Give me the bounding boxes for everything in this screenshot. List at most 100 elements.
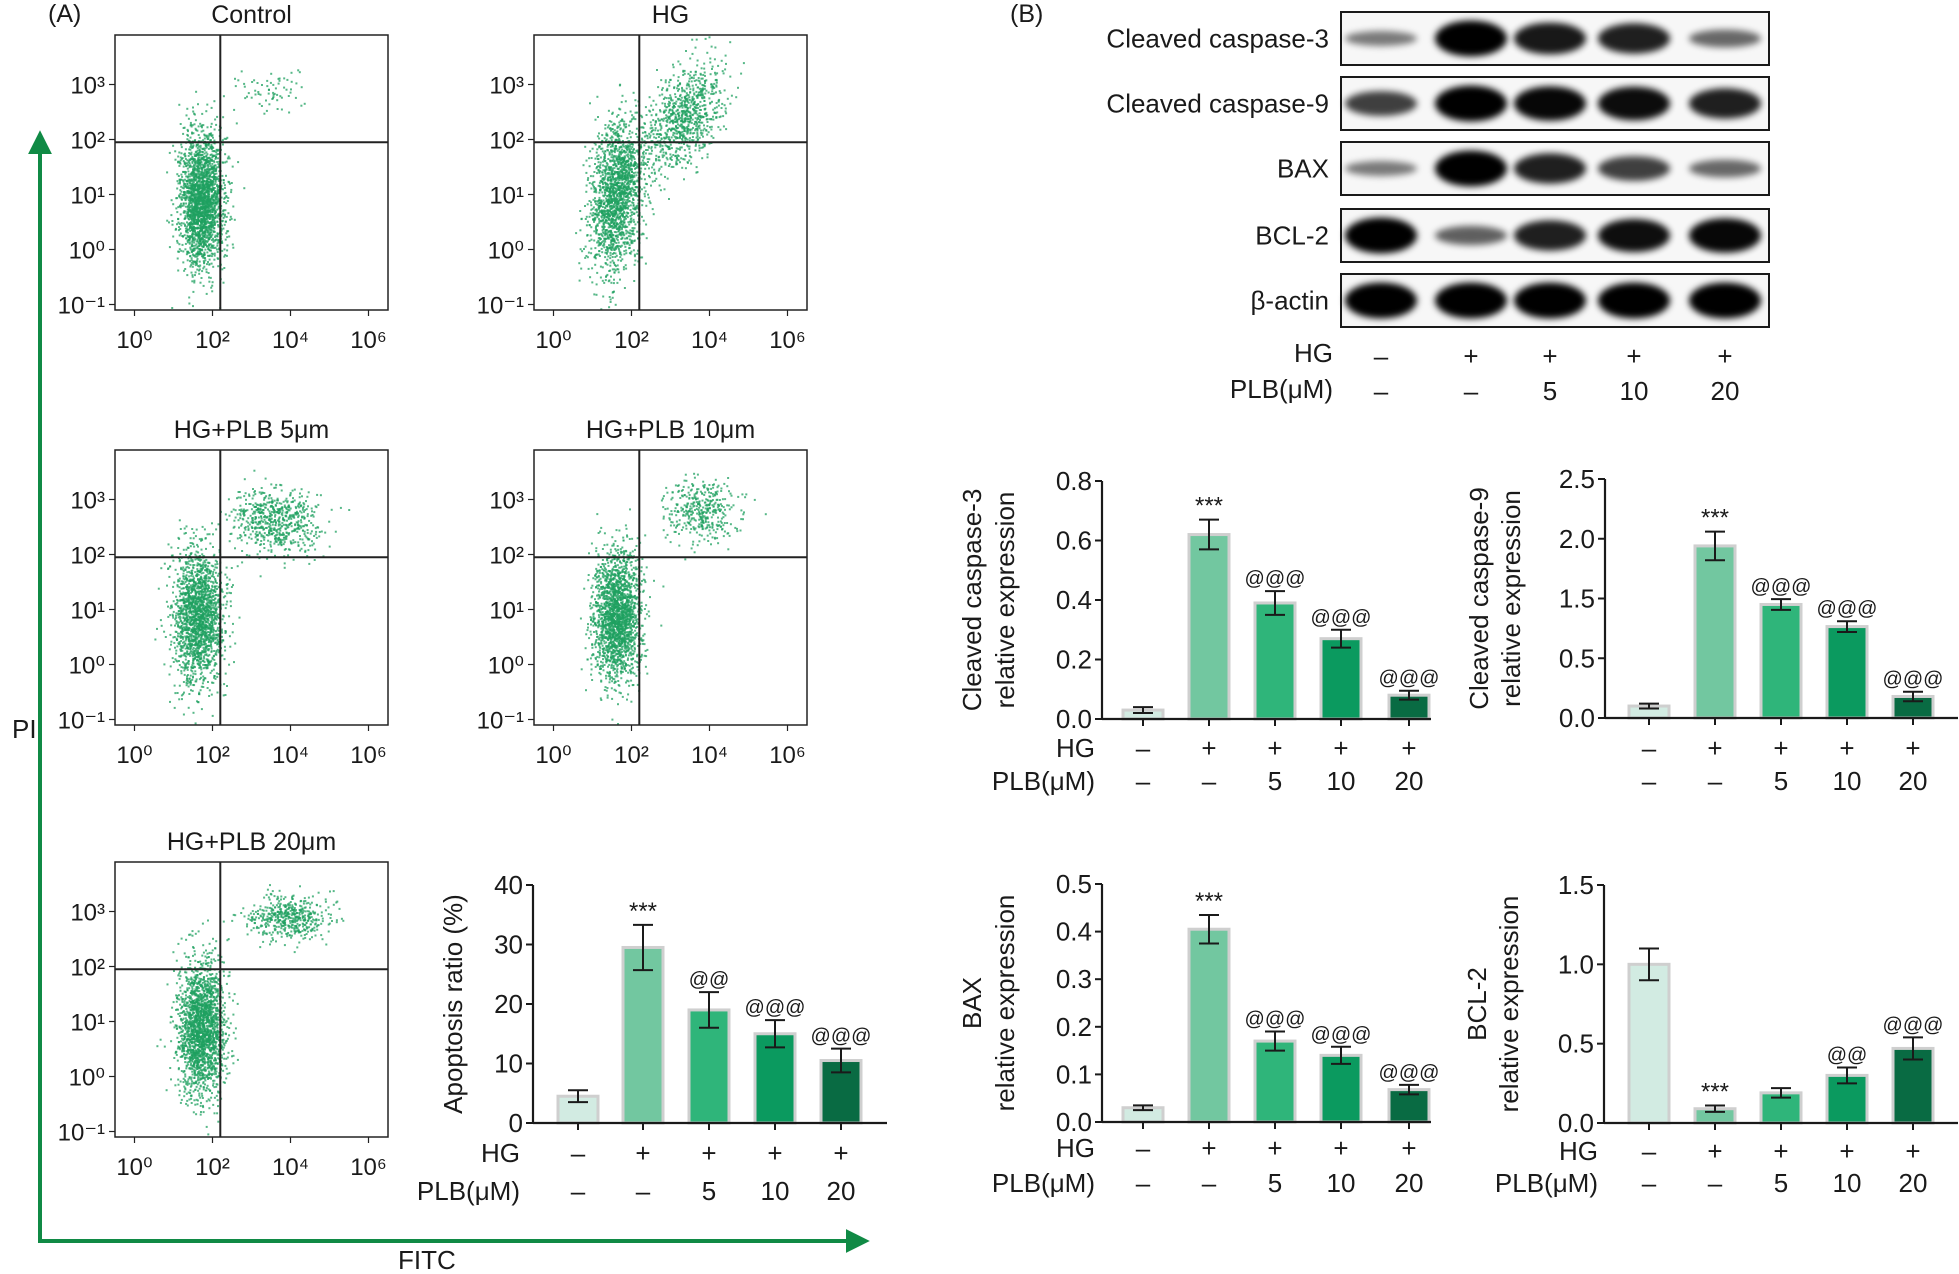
- data-point: [199, 238, 202, 240]
- data-point: [200, 171, 203, 174]
- data-point: [595, 189, 597, 192]
- data-point: [595, 232, 598, 235]
- data-point: [623, 177, 626, 179]
- data-point: [637, 249, 639, 252]
- data-point: [692, 139, 695, 142]
- data-point: [186, 128, 189, 131]
- data-point: [632, 249, 635, 252]
- data-point: [186, 274, 189, 277]
- data-point: [196, 240, 199, 243]
- data-point: [630, 189, 633, 192]
- data-point: [621, 120, 624, 123]
- data-point: [688, 137, 691, 140]
- data-point: [217, 175, 220, 178]
- data-point: [644, 122, 646, 125]
- data-point: [696, 135, 699, 138]
- data-point: [607, 236, 610, 239]
- data-point: [182, 204, 185, 207]
- data-point: [629, 169, 632, 171]
- data-point: [189, 201, 192, 204]
- data-point: [195, 178, 197, 181]
- data-point: [622, 172, 624, 175]
- data-point: [199, 234, 202, 237]
- data-point: [624, 172, 627, 175]
- data-point: [176, 173, 179, 176]
- data-point: [621, 174, 624, 177]
- data-point: [645, 114, 648, 116]
- data-point: [618, 184, 621, 187]
- data-point: [230, 188, 233, 191]
- data-point: [681, 166, 684, 169]
- data-point: [250, 96, 253, 99]
- data-point: [629, 167, 632, 170]
- data-point: [640, 167, 643, 170]
- data-point: [709, 61, 712, 64]
- data-point: [203, 187, 206, 190]
- data-point: [629, 152, 632, 155]
- data-point: [692, 97, 695, 100]
- data-point: [198, 156, 201, 159]
- data-point: [610, 281, 613, 284]
- data-point: [193, 281, 196, 284]
- data-point: [603, 281, 606, 284]
- data-point: [692, 108, 694, 111]
- data-point: [634, 186, 637, 189]
- data-point: [706, 133, 709, 136]
- data-point: [630, 176, 633, 179]
- data-point: [201, 167, 203, 170]
- data-point: [226, 244, 229, 247]
- data-point: [190, 263, 193, 266]
- data-point: [614, 248, 617, 251]
- data-point: [650, 146, 653, 148]
- data-point: [209, 178, 212, 181]
- data-point: [654, 123, 656, 126]
- data-point: [616, 239, 619, 242]
- data-point: [621, 228, 623, 231]
- data-point: [198, 167, 201, 170]
- data-point: [677, 147, 680, 150]
- data-point: [611, 169, 614, 172]
- data-point: [593, 190, 596, 193]
- data-point: [674, 102, 677, 105]
- data-point: [205, 158, 207, 161]
- data-point: [211, 215, 214, 218]
- data-point: [192, 168, 195, 171]
- data-point: [192, 132, 195, 135]
- data-point: [210, 197, 213, 199]
- data-point: [196, 254, 199, 257]
- data-point: [182, 211, 185, 214]
- data-point: [605, 134, 608, 137]
- data-point: [674, 116, 677, 119]
- data-point: [631, 230, 634, 233]
- data-point: [698, 144, 701, 147]
- data-point: [202, 243, 205, 246]
- data-point: [233, 108, 236, 111]
- data-point: [217, 265, 220, 268]
- data-point: [609, 185, 612, 188]
- data-point: [604, 221, 606, 224]
- data-point: [697, 79, 700, 82]
- protein-band: [1514, 153, 1586, 184]
- data-point: [604, 262, 607, 265]
- data-point: [608, 169, 611, 172]
- data-point: [192, 164, 195, 167]
- data-point: [583, 248, 585, 250]
- data-point: [641, 204, 644, 207]
- data-point: [207, 220, 209, 223]
- data-point: [611, 124, 614, 127]
- data-point: [594, 202, 597, 205]
- data-point: [201, 126, 203, 129]
- data-point: [607, 212, 610, 215]
- data-point: [725, 112, 728, 115]
- data-point: [686, 98, 689, 101]
- data-point: [201, 208, 204, 211]
- data-point: [603, 242, 606, 245]
- data-point: [188, 175, 191, 178]
- data-point: [210, 181, 213, 184]
- data-point: [660, 149, 663, 152]
- data-point: [596, 135, 599, 138]
- data-point: [205, 185, 208, 188]
- data-point: [658, 94, 661, 97]
- data-point: [187, 164, 189, 167]
- data-point: [191, 233, 194, 236]
